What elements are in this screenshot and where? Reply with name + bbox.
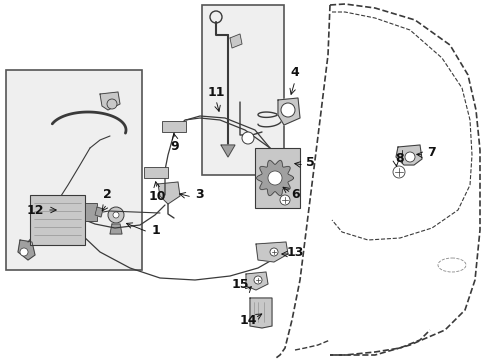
Text: 1: 1 [151, 225, 160, 238]
Circle shape [20, 248, 28, 256]
Text: 15: 15 [231, 279, 248, 292]
Polygon shape [110, 224, 122, 234]
Bar [6, 70, 142, 270]
Text: 6: 6 [291, 188, 300, 201]
Circle shape [242, 132, 253, 144]
Text: 13: 13 [286, 247, 303, 260]
Circle shape [269, 248, 278, 256]
Polygon shape [18, 240, 35, 260]
Text: 8: 8 [395, 153, 404, 166]
Text: 12: 12 [26, 203, 43, 216]
Polygon shape [229, 34, 242, 48]
Circle shape [253, 276, 262, 284]
Circle shape [280, 195, 289, 205]
Polygon shape [395, 145, 421, 165]
Text: 10: 10 [148, 190, 165, 203]
Polygon shape [278, 98, 299, 125]
Circle shape [113, 212, 119, 218]
Polygon shape [95, 207, 103, 217]
Text: 9: 9 [170, 140, 179, 153]
Text: 4: 4 [290, 67, 299, 80]
Polygon shape [100, 92, 120, 110]
Bar [202, 5, 284, 175]
Polygon shape [249, 298, 271, 328]
Circle shape [107, 99, 117, 109]
Circle shape [267, 171, 282, 185]
Polygon shape [158, 182, 180, 204]
Bar [143, 167, 168, 178]
Bar [85, 203, 97, 221]
Bar [162, 121, 185, 132]
Circle shape [108, 207, 124, 223]
Text: 7: 7 [427, 147, 435, 159]
Text: 14: 14 [239, 314, 256, 327]
Polygon shape [221, 145, 235, 157]
Polygon shape [245, 272, 267, 290]
Polygon shape [256, 161, 293, 195]
Text: 11: 11 [207, 85, 224, 99]
Circle shape [281, 103, 294, 117]
Polygon shape [256, 242, 287, 262]
Circle shape [392, 166, 404, 178]
Text: 2: 2 [102, 189, 111, 202]
Text: 5: 5 [305, 157, 314, 170]
Circle shape [404, 152, 414, 162]
Text: 3: 3 [195, 189, 204, 202]
Bar [254, 148, 299, 208]
Bar [30, 195, 85, 245]
